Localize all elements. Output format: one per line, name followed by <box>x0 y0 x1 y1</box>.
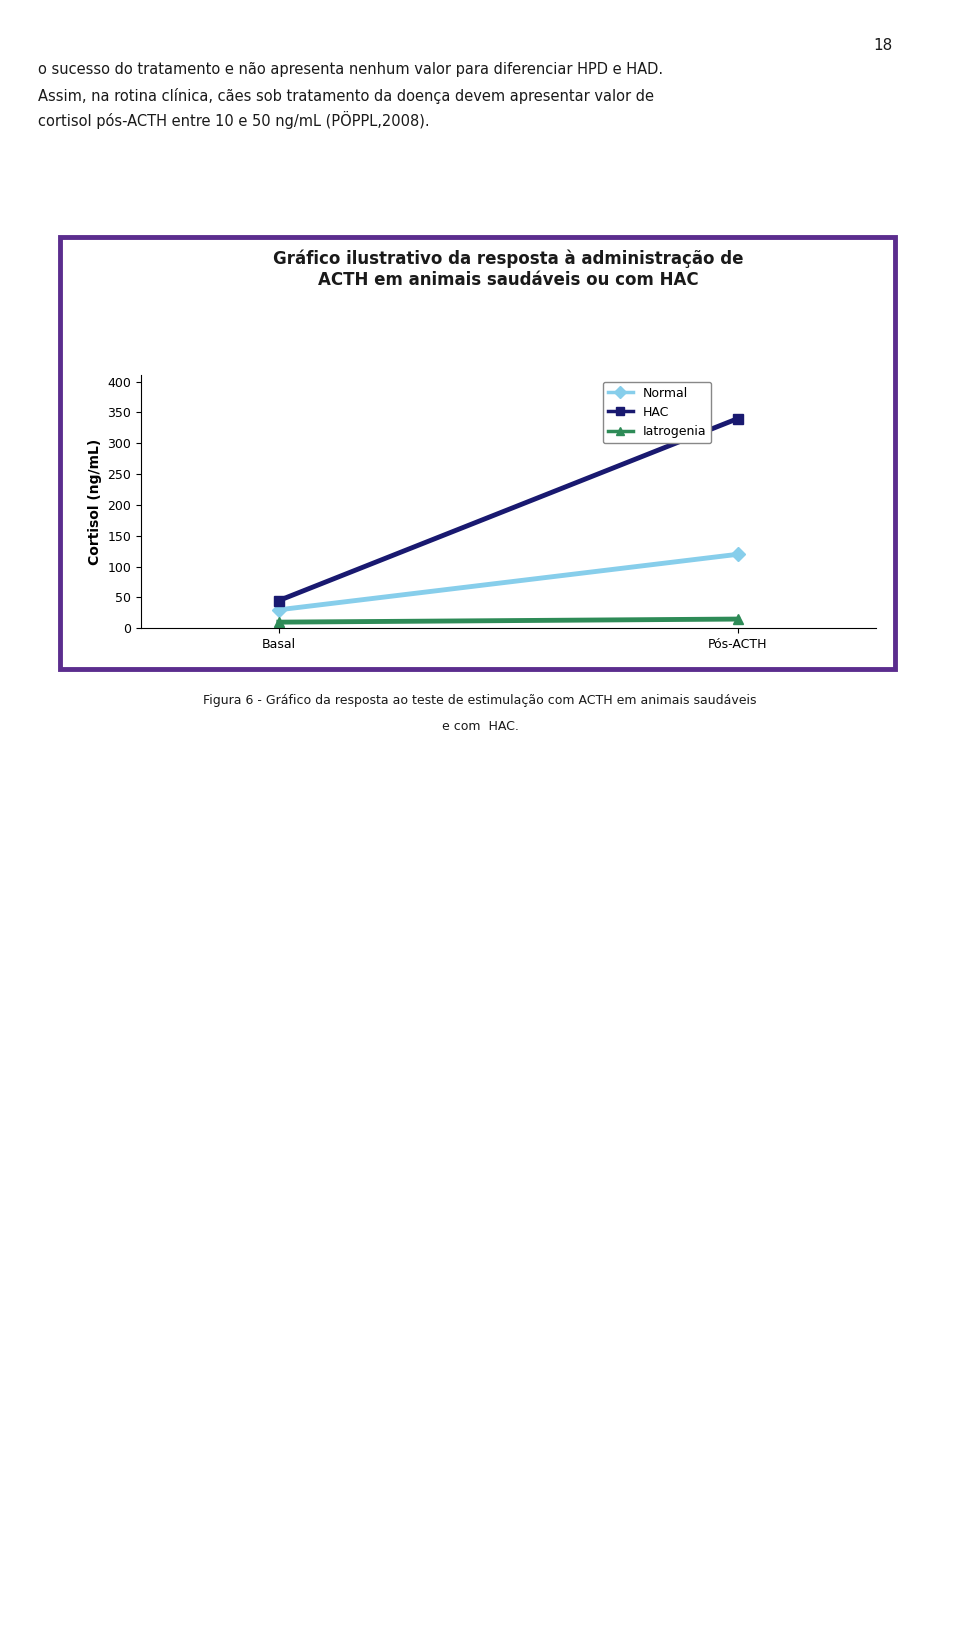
Legend: Normal, HAC, Iatrogenia: Normal, HAC, Iatrogenia <box>603 382 711 444</box>
Text: Gráfico ilustrativo da resposta à administração de
ACTH em animais saudáveis ou : Gráfico ilustrativo da resposta à admini… <box>273 250 744 289</box>
Iatrogenia <box>732 609 744 628</box>
Text: cortisol pós-ACTH entre 10 e 50 ng/mL (PÖPPL,2008).: cortisol pós-ACTH entre 10 e 50 ng/mL (P… <box>38 111 430 129</box>
Text: Assim, na rotina clínica, cães sob tratamento da doença devem apresentar valor d: Assim, na rotina clínica, cães sob trata… <box>38 88 655 104</box>
Text: 18: 18 <box>874 38 893 52</box>
Text: e com  HAC.: e com HAC. <box>442 720 518 733</box>
Line: HAC: HAC <box>274 413 743 605</box>
Iatrogenia <box>273 612 284 632</box>
Text: Figura 6 - Gráfico da resposta ao teste de estimulação com ACTH em animais saudá: Figura 6 - Gráfico da resposta ao teste … <box>204 694 756 707</box>
Line: Normal: Normal <box>274 550 743 615</box>
Y-axis label: Cortisol (ng/mL): Cortisol (ng/mL) <box>88 439 102 565</box>
HAC <box>273 591 284 610</box>
Normal <box>732 545 744 565</box>
Normal <box>273 601 284 620</box>
Text: o sucesso do tratamento e não apresenta nenhum valor para diferenciar HPD e HAD.: o sucesso do tratamento e não apresenta … <box>38 62 663 77</box>
Line: Iatrogenia: Iatrogenia <box>274 614 743 627</box>
HAC <box>732 408 744 428</box>
